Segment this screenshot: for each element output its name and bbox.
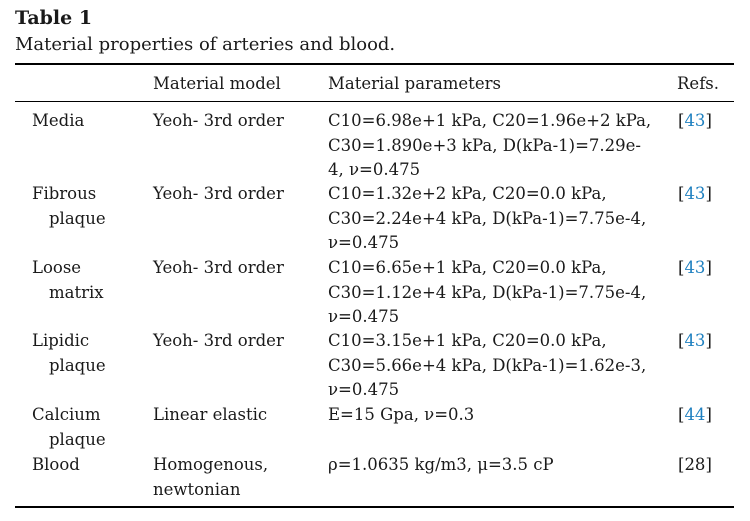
row-params-loose-matrix: C10=6.65e+1 kPa, C20=0.0 kPa, C30=1.12e+… (328, 258, 647, 326)
ref-link[interactable]: 43 (684, 331, 706, 350)
table-header-rule (15, 101, 734, 102)
row-model-blood: Homogenous, newtonian (153, 455, 269, 499)
row-params-calcium-plaque: E=15 Gpa, ν=0.3 (328, 405, 475, 424)
table-top-rule (15, 63, 734, 65)
row-ref-media: [43] (678, 111, 712, 130)
ref-link[interactable]: 43 (684, 258, 706, 277)
row-ref-calcium-plaque: [44] (678, 405, 712, 424)
row-name-media: Media (32, 111, 85, 130)
row-ref-fibrous-plaque: [43] (678, 184, 712, 203)
row-ref-lipidic-plaque: [43] (678, 331, 712, 350)
row-ref-blood: [28] (678, 455, 712, 474)
row-params-fibrous-plaque: C10=1.32e+2 kPa, C20=0.0 kPa, C30=2.24e+… (328, 184, 647, 252)
row-name-lipidic-plaque: Lipidic plaque (32, 331, 106, 375)
row-name-calcium-plaque: Calcium plaque (32, 405, 106, 449)
row-name-fibrous-plaque: Fibrous plaque (32, 184, 106, 228)
table-label: Table 1 (15, 7, 93, 29)
row-params-media: C10=6.98e+1 kPa, C20=1.96e+2 kPa, C30=1.… (328, 111, 652, 179)
row-model-lipidic-plaque: Yeoh- 3rd order (153, 331, 284, 350)
row-model-calcium-plaque: Linear elastic (153, 405, 268, 424)
row-model-media: Yeoh- 3rd order (153, 111, 284, 130)
table-caption: Material properties of arteries and bloo… (15, 34, 396, 55)
row-params-blood: ρ=1.0635 kg/m3, μ=3.5 cP (328, 455, 554, 474)
row-model-loose-matrix: Yeoh- 3rd order (153, 258, 284, 277)
row-model-fibrous-plaque: Yeoh- 3rd order (153, 184, 284, 203)
row-params-lipidic-plaque: C10=3.15e+1 kPa, C20=0.0 kPa, C30=5.66e+… (328, 331, 647, 399)
ref-text: 28 (684, 455, 706, 474)
ref-link[interactable]: 44 (684, 405, 706, 424)
table-bottom-rule (15, 506, 734, 508)
ref-link[interactable]: 43 (684, 111, 706, 130)
row-ref-loose-matrix: [43] (678, 258, 712, 277)
row-name-loose-matrix: Loose matrix (32, 258, 104, 302)
header-material-parameters: Material parameters (328, 74, 501, 93)
row-name-blood: Blood (32, 455, 80, 474)
ref-link[interactable]: 43 (684, 184, 706, 203)
header-refs: Refs. (677, 74, 720, 93)
header-material-model: Material model (153, 74, 281, 93)
